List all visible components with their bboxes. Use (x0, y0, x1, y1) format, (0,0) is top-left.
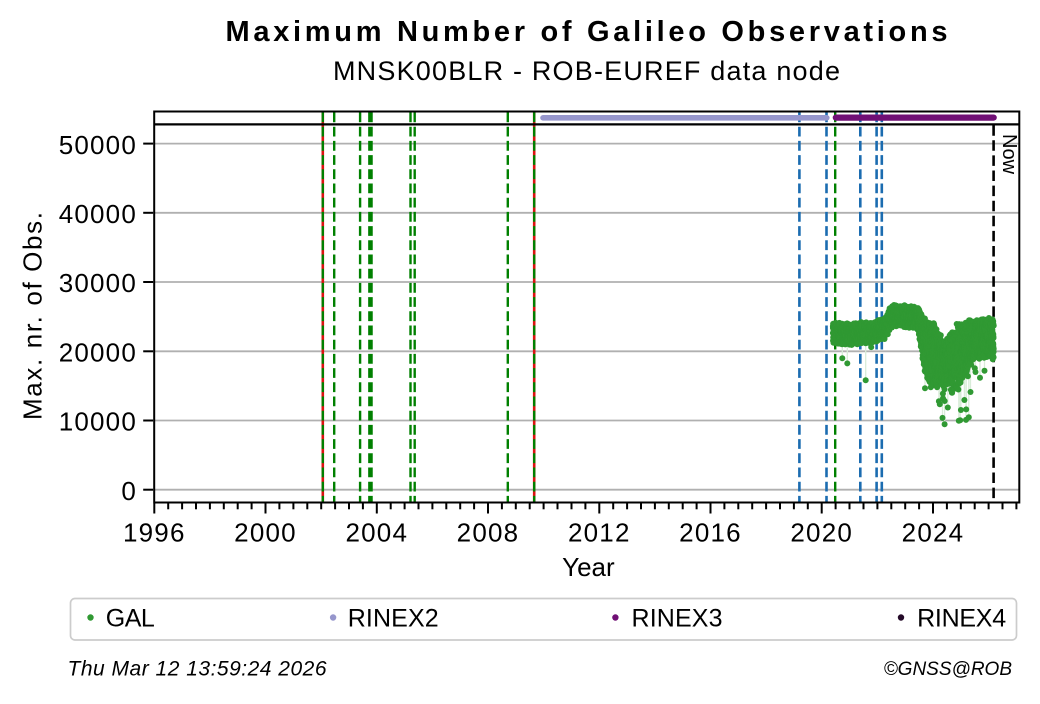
svg-text:30000: 30000 (59, 268, 137, 298)
svg-text:RINEX3: RINEX3 (632, 605, 723, 633)
svg-text:20000: 20000 (59, 338, 137, 368)
svg-text:2024: 2024 (902, 517, 965, 547)
svg-text:50000: 50000 (59, 130, 137, 160)
svg-text:10000: 10000 (59, 407, 137, 437)
svg-text:MNSK00BLR - ROB-EUREF data nod: MNSK00BLR - ROB-EUREF data node (333, 56, 840, 86)
svg-text:GAL: GAL (106, 605, 155, 633)
svg-text:Thu Mar 12 13:59:24 2026: Thu Mar 12 13:59:24 2026 (68, 658, 328, 681)
svg-text:Year: Year (562, 552, 615, 582)
svg-text:RINEX2: RINEX2 (348, 605, 439, 633)
svg-text:2020: 2020 (790, 517, 853, 547)
svg-text:2012: 2012 (568, 517, 631, 547)
svg-text:RINEX4: RINEX4 (917, 605, 1006, 633)
svg-text:2016: 2016 (679, 517, 742, 547)
svg-text:©GNSS@ROB: ©GNSS@ROB (884, 659, 1013, 680)
svg-text:Maximum Number of Galileo Obse: Maximum Number of Galileo Observations (226, 16, 948, 48)
svg-text:1996: 1996 (123, 517, 186, 547)
svg-text:Now: Now (998, 134, 1020, 175)
svg-text:2000: 2000 (234, 517, 297, 547)
svg-text:2004: 2004 (345, 517, 408, 547)
svg-text:40000: 40000 (59, 199, 137, 229)
svg-text:0: 0 (121, 476, 137, 506)
svg-text:2008: 2008 (457, 517, 520, 547)
